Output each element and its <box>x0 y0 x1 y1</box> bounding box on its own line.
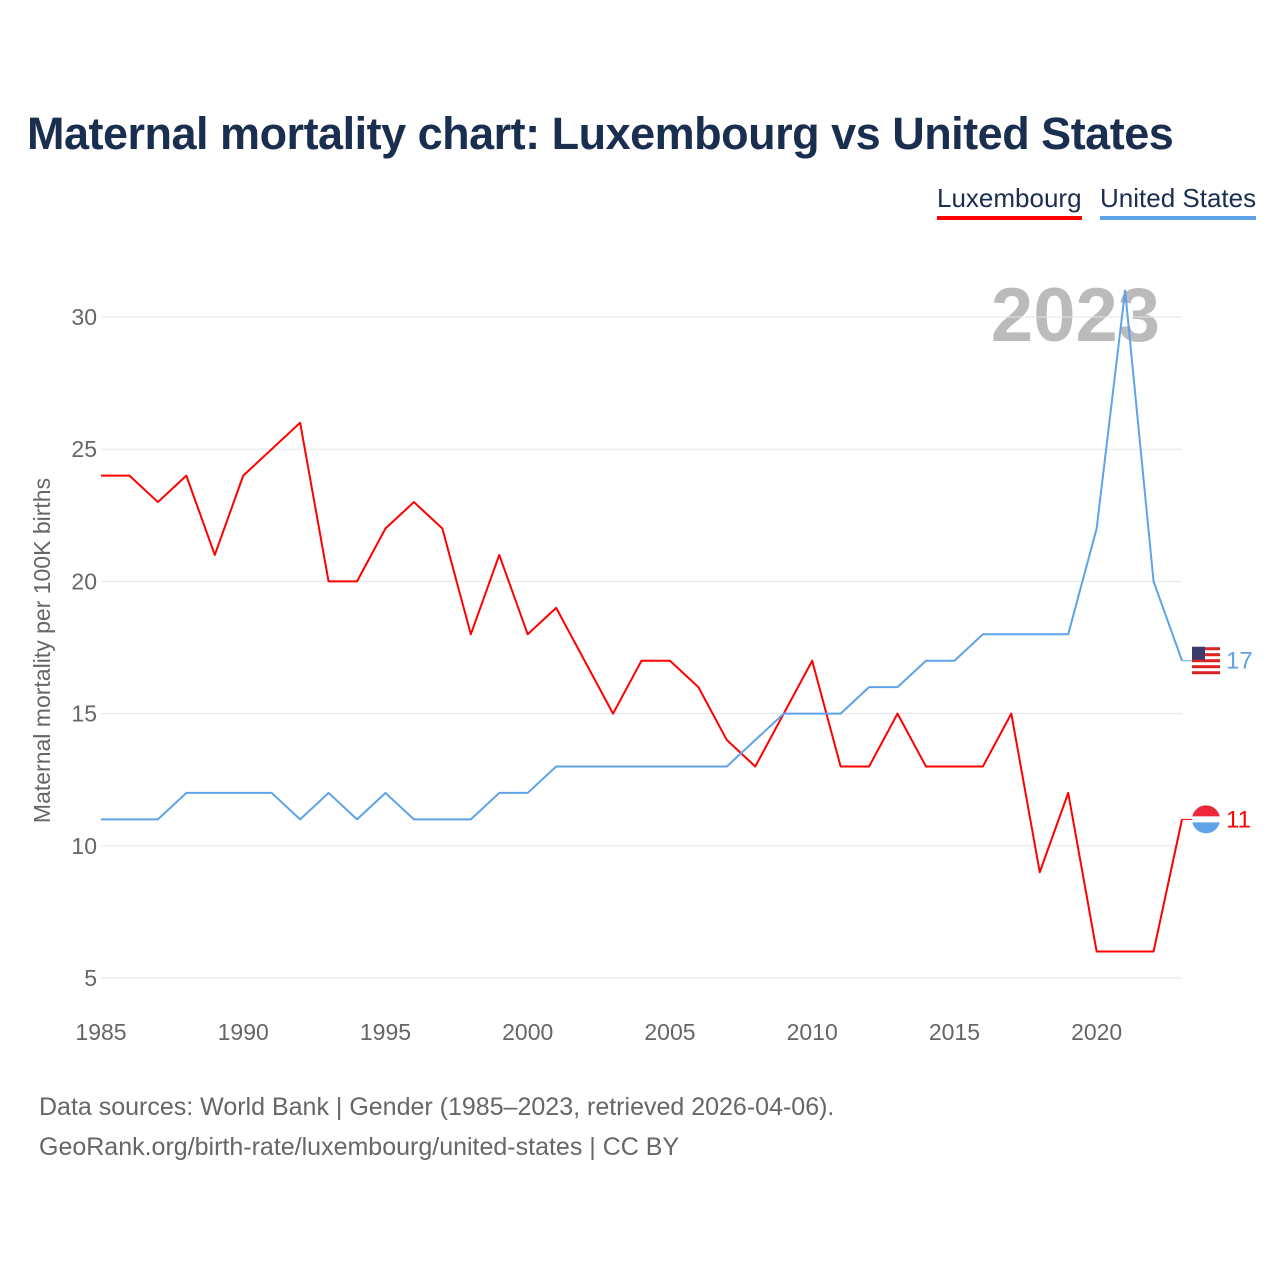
legend-luxembourg[interactable]: Luxembourg <box>937 183 1082 220</box>
y-tick-label: 5 <box>84 965 97 991</box>
source-line-2[interactable]: GeoRank.org/birth-rate/luxembourg/united… <box>39 1133 680 1161</box>
legend-united-states[interactable]: United States <box>1100 183 1257 220</box>
series-line-united-states <box>101 289 1183 821</box>
y-tick-label: 30 <box>71 304 97 330</box>
end-value-label: 11 <box>1226 806 1251 833</box>
us-flag-stripe <box>1192 653 1220 657</box>
luxembourg-flag-red <box>1192 805 1220 820</box>
y-tick-label: 25 <box>71 436 97 462</box>
x-tick-label: 2020 <box>1071 1019 1122 1045</box>
source-note: Data sources: World Bank | Gender (1985–… <box>39 1087 834 1167</box>
luxembourg-flag-white <box>1192 816 1220 823</box>
y-tick-label: 20 <box>71 568 97 594</box>
us-flag-stripe <box>1192 671 1220 675</box>
x-tick-label: 1995 <box>360 1019 411 1045</box>
y-axis-label: Maternal mortality per 100K births <box>29 478 55 823</box>
series-line-luxembourg <box>101 421 1183 953</box>
x-tick-label: 2005 <box>644 1019 695 1045</box>
us-flag-stripe <box>1192 659 1220 663</box>
year-watermark: 2023 <box>991 273 1160 358</box>
us-flag-stripe <box>1192 665 1220 669</box>
x-tick-label: 1990 <box>218 1019 269 1045</box>
us-flag-stripe <box>1192 647 1220 651</box>
source-line-1: Data sources: World Bank | Gender (1985–… <box>39 1093 835 1121</box>
x-tick-label: 1985 <box>75 1019 126 1045</box>
x-tick-label: 2015 <box>929 1019 980 1045</box>
end-value-label: 17 <box>1226 648 1253 675</box>
x-tick-label: 2010 <box>787 1019 838 1045</box>
y-tick-label: 10 <box>71 833 97 859</box>
x-tick-label: 2000 <box>502 1019 553 1045</box>
y-tick-label: 15 <box>71 701 97 727</box>
us-flag-canton <box>1192 646 1205 660</box>
chart-title: Maternal mortality chart: Luxembourg vs … <box>27 108 1174 159</box>
